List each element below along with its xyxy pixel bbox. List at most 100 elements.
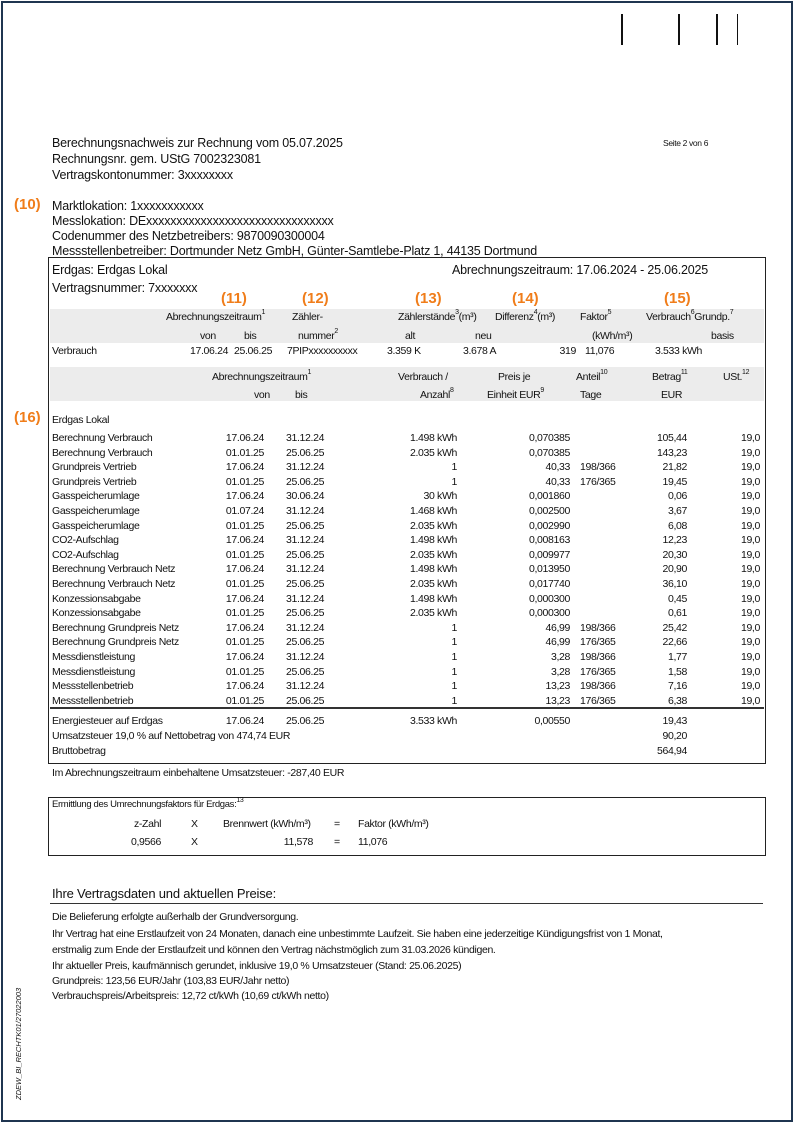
item-to: 25.06.25: [286, 548, 325, 561]
item-label: Berechnung Verbrauch Netz: [52, 578, 176, 590]
meter-row-bis: 25.06.25: [234, 345, 273, 357]
item-to: 30.06.24: [286, 490, 325, 503]
item-vat: 19,0: [740, 694, 760, 707]
factor-faktor-label: Faktor (kWh/m³): [358, 818, 429, 830]
item-from: 17.06.24: [225, 592, 264, 605]
item-label: Energiesteuer auf Erdgas: [52, 715, 163, 727]
item-unit-price: 0,070385: [529, 432, 570, 444]
item-label: Messstellenbetrieb: [52, 680, 134, 693]
factor-eq: =: [334, 818, 340, 830]
factor-brennwert-value: 11,578: [283, 836, 314, 848]
item-label: Konzessionsabgabe: [52, 592, 141, 605]
marker-14: (14): [512, 290, 539, 307]
item-amount: 0,06: [667, 490, 687, 503]
item-quantity: 2.035 kWh: [409, 607, 457, 620]
items-col-anteil: Anteil10: [576, 369, 608, 383]
meter-row-verbrauch: 3.533 kWh: [655, 345, 703, 357]
item-label: Gasspeicherumlage: [52, 505, 140, 517]
item-unit-price: 40,33: [545, 475, 570, 488]
withheld-vat: Im Abrechnungszeitraum einbehaltene Umsa…: [52, 767, 345, 779]
item-quantity: 30 kWh: [423, 490, 458, 503]
contract-info-line: Die Belieferung erfolgte außerhalb der G…: [52, 911, 299, 923]
item-quantity: 1: [451, 621, 458, 634]
item-amount: 105,44: [656, 432, 687, 444]
item-unit-price: 46,99: [545, 621, 570, 634]
item-label: CO2-Aufschlag: [52, 548, 119, 561]
items-sub-tage: Tage: [580, 389, 602, 401]
item-quantity: 3.533 kWh: [409, 715, 457, 727]
meter-col-zaehler: Zähler-: [292, 311, 323, 323]
item-quantity: 2.035 kWh: [409, 446, 457, 459]
items-col-ust: USt.12: [723, 369, 750, 383]
meter-col-zeitraum: Abrechnungszeitraum1: [166, 309, 266, 323]
items-col-zeitraum: Abrechnungszeitraum1: [212, 369, 312, 383]
factor-x: X: [191, 818, 198, 830]
billing-table-box: [48, 257, 766, 764]
contract-info-line: Grundpreis: 123,56 EUR/Jahr (103,83 EUR/…: [52, 975, 290, 987]
item-from: 01.01.25: [225, 665, 264, 678]
barcode-mark: [716, 14, 718, 45]
meter-header-band: [50, 309, 764, 343]
item-to: 25.06.25: [286, 607, 325, 620]
item-unit-price: 0,001860: [529, 490, 570, 503]
item-from: 01.01.25: [225, 607, 264, 620]
items-sub-einheit: Einheit EUR9: [487, 387, 544, 401]
meter-sub-von: von: [200, 330, 216, 342]
item-vat: 19,0: [740, 548, 760, 561]
meter-col-faktor: Faktor5: [580, 309, 612, 323]
item-share-days: 176/365: [580, 636, 616, 649]
item-amount: 21,82: [662, 461, 687, 474]
item-vat: 19,0: [740, 475, 760, 488]
item-amount: 1,77: [667, 651, 687, 663]
item-unit-price: 0,008163: [529, 534, 570, 547]
item-amount: 20,30: [662, 548, 687, 561]
item-to: 25.06.25: [286, 636, 325, 649]
market-location: Marktlokation: 1xxxxxxxxxxx: [52, 199, 204, 213]
item-label: Berechnung Verbrauch Netz: [52, 563, 176, 576]
product-name: Erdgas: Erdgas Lokal: [52, 263, 168, 277]
item-amount: 1,58: [667, 665, 687, 678]
contract-number: Vertragsnummer: 7xxxxxxx: [52, 281, 198, 295]
barcode-mark: [678, 14, 680, 45]
items-header-band: [50, 367, 764, 401]
item-vat: 19,0: [740, 461, 760, 474]
item-amount: 143,23: [656, 446, 687, 459]
item-unit-price: 0,000300: [529, 592, 570, 605]
meter-col-verbrauch: Verbrauch6Grundp.7: [646, 309, 734, 323]
item-from: 17.06.24: [225, 563, 264, 576]
item-from: 01.01.25: [225, 446, 264, 459]
meter-sub-bis: bis: [244, 330, 257, 342]
contract-account: Vertragskontonummer: 3xxxxxxxx: [52, 168, 233, 182]
item-to: 31.12.24: [286, 461, 325, 474]
item-from: 01.01.25: [225, 548, 264, 561]
item-label: Grundpreis Vertrieb: [52, 475, 137, 488]
item-amount: 25,42: [662, 621, 687, 634]
item-quantity: 1: [451, 475, 458, 488]
item-quantity: 1: [451, 694, 458, 707]
item-vat: 19,0: [740, 446, 760, 459]
item-vat: 19,0: [740, 680, 760, 693]
item-unit-price: 0,009977: [529, 548, 570, 561]
meter-row-differenz: 319: [559, 345, 577, 357]
item-from: 17.06.24: [225, 534, 264, 547]
totals-divider: [50, 707, 764, 709]
contract-info-line: Ihr aktueller Preis, kaufmännisch gerund…: [52, 960, 462, 972]
item-from: 01.01.25: [225, 694, 264, 707]
meter-sub-unit: (kWh/m³): [592, 330, 633, 342]
marker-10: (10): [14, 196, 41, 213]
item-label: Messstellenbetrieb: [52, 694, 134, 707]
item-share-days: 176/365: [580, 665, 616, 678]
item-unit-price: 0,002990: [529, 519, 570, 532]
factor-z-label: z-Zahl: [134, 818, 162, 830]
meter-row-nummer: 7PIPxxxxxxxxxx: [287, 345, 358, 357]
item-unit-price: 46,99: [545, 636, 570, 649]
items-col-verbrauch: Verbrauch /: [398, 371, 448, 383]
meter-sub-basis: basis: [711, 330, 734, 342]
item-from: 01.01.25: [225, 519, 264, 532]
form-code: ZDEW_BI_RECHTK01/27022003: [14, 987, 23, 1100]
items-sub-von: von: [254, 389, 270, 401]
meter-row-alt: 3.359 K: [387, 345, 421, 357]
item-share-days: 176/365: [580, 475, 616, 488]
item-from: 17.06.24: [225, 621, 264, 634]
